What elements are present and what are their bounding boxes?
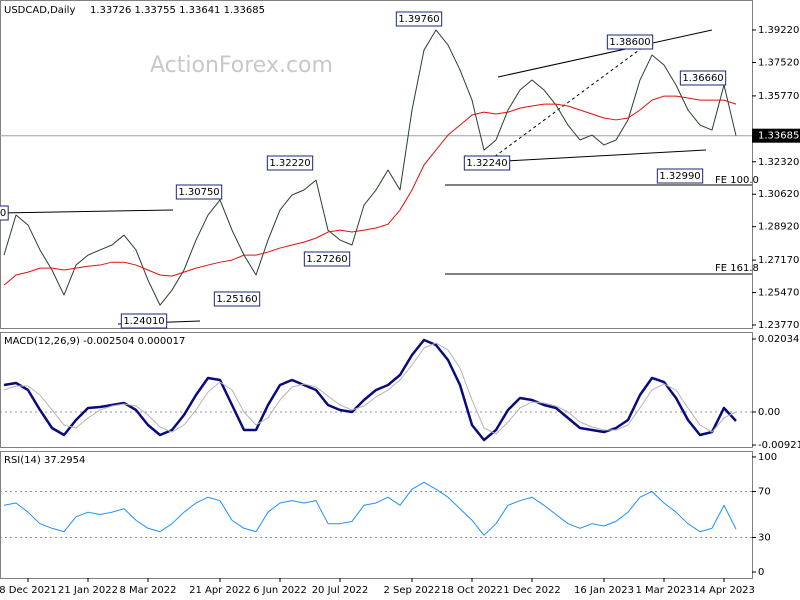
x-tick-label: 8 Mar 2022 bbox=[119, 585, 176, 596]
price-annotation: 1.24010 bbox=[120, 313, 168, 329]
trend-line bbox=[487, 149, 707, 163]
macd-panel bbox=[0, 332, 753, 448]
price-annotation: 1.25160 bbox=[213, 291, 261, 307]
x-tick-label: 14 Apr 2023 bbox=[693, 585, 755, 596]
annotation-box bbox=[213, 291, 261, 307]
annotation-label: 1.32220 bbox=[269, 158, 310, 169]
x-tick-label: 2 Sep 2022 bbox=[383, 585, 440, 596]
rsi-panel bbox=[0, 451, 753, 579]
rsi-title: RSI(14) 37.2954 bbox=[4, 455, 85, 466]
trend-line bbox=[497, 29, 713, 78]
x-tick-label: 8 Dec 2021 bbox=[0, 585, 57, 596]
annotation-label: 0 bbox=[0, 208, 6, 219]
annotation-label: 1.38600 bbox=[609, 37, 650, 48]
annotation-label: 1.32990 bbox=[659, 171, 700, 182]
annotation-label: 1.30750 bbox=[178, 187, 219, 198]
annotation-box bbox=[463, 155, 511, 171]
annotation-label: 1.27260 bbox=[306, 254, 347, 265]
x-tick-label: 21 Jan 2022 bbox=[58, 585, 118, 596]
annotation-box bbox=[0, 205, 9, 221]
annotation-label: 1.39760 bbox=[398, 14, 439, 25]
y-tick-label: 1.23770 bbox=[758, 320, 799, 331]
y-tick-label: 1.30620 bbox=[758, 189, 799, 200]
x-tick-label: 21 Apr 2022 bbox=[189, 585, 251, 596]
annotation-box bbox=[395, 11, 443, 27]
y-tick-label: 100 bbox=[758, 452, 777, 463]
annotation-box bbox=[175, 184, 223, 200]
y-tick-label: 1.32320 bbox=[758, 157, 799, 168]
trend-line bbox=[0, 209, 174, 214]
annotation-label: 1.25160 bbox=[216, 294, 257, 305]
x-tick-label: 20 Jul 2022 bbox=[312, 585, 369, 596]
price-annotation: 1.36660 bbox=[679, 70, 727, 86]
trend-lines bbox=[0, 29, 752, 325]
macd-title: MACD(12,26,9) -0.002504 0.000017 bbox=[4, 336, 185, 347]
x-tick-label: 1 Mar 2023 bbox=[635, 585, 692, 596]
y-tick-label: 1.35770 bbox=[758, 91, 799, 102]
last-price-box bbox=[752, 128, 800, 143]
series-line bbox=[3, 342, 737, 435]
price-annotation: 1.38600 bbox=[606, 34, 654, 50]
watermark: ActionForex.com bbox=[150, 53, 333, 78]
series-line bbox=[3, 95, 737, 286]
annotation-box bbox=[656, 168, 704, 184]
annotation-box bbox=[606, 34, 654, 50]
y-tick-label: 1.27170 bbox=[758, 255, 799, 266]
y-tick-label: 30 bbox=[758, 532, 771, 543]
price-panel bbox=[0, 0, 753, 329]
price-annotation: 1.30750 bbox=[175, 184, 223, 200]
series-line bbox=[3, 29, 737, 306]
annotation-label: 1.24010 bbox=[123, 316, 164, 327]
y-tick-label: 1.39220 bbox=[758, 25, 799, 36]
y-tick-label: 0 bbox=[758, 567, 764, 578]
annotation-label: 1.36660 bbox=[682, 73, 723, 84]
price-annotation: 1.32220 bbox=[266, 155, 314, 171]
price-annotation: 1.32990 bbox=[656, 168, 704, 184]
price-annotation: 1.27260 bbox=[303, 251, 351, 267]
x-tick-label: 18 Oct 2022 bbox=[441, 585, 503, 596]
annotation-box bbox=[266, 155, 314, 171]
annotation-label: 1.32240 bbox=[466, 158, 507, 169]
series-line bbox=[3, 481, 737, 536]
annotation-box bbox=[303, 251, 351, 267]
fe-label: FE 161.8 bbox=[715, 263, 759, 274]
y-tick-label: 0.00 bbox=[758, 407, 780, 418]
price-annotation: 1.32240 bbox=[463, 155, 511, 171]
x-tick-label: 6 Jun 2022 bbox=[253, 585, 307, 596]
last-price-label: 1.33685 bbox=[758, 131, 799, 142]
y-tick-label: 0.020349 bbox=[758, 334, 800, 345]
y-tick-label: 70 bbox=[758, 486, 771, 497]
annotation-box bbox=[679, 70, 727, 86]
x-tick-label: 16 Jan 2023 bbox=[574, 585, 634, 596]
subtitle: 1.33726 1.33755 1.33641 1.33685 bbox=[90, 5, 265, 16]
annotation-box bbox=[120, 313, 168, 329]
y-tick-label: 1.25470 bbox=[758, 288, 799, 299]
x-tick-label: 1 Dec 2022 bbox=[503, 585, 561, 596]
y-tick-label: 1.37520 bbox=[758, 57, 799, 68]
fe-label: FE 100.0 bbox=[715, 175, 759, 186]
price-annotation: 1.39760 bbox=[395, 11, 443, 27]
price-annotation: 0 bbox=[0, 205, 9, 221]
y-tick-label: 1.28920 bbox=[758, 222, 799, 233]
y-tick-label: -0.009215 bbox=[758, 440, 800, 451]
title: USDCAD,Daily bbox=[4, 5, 75, 16]
